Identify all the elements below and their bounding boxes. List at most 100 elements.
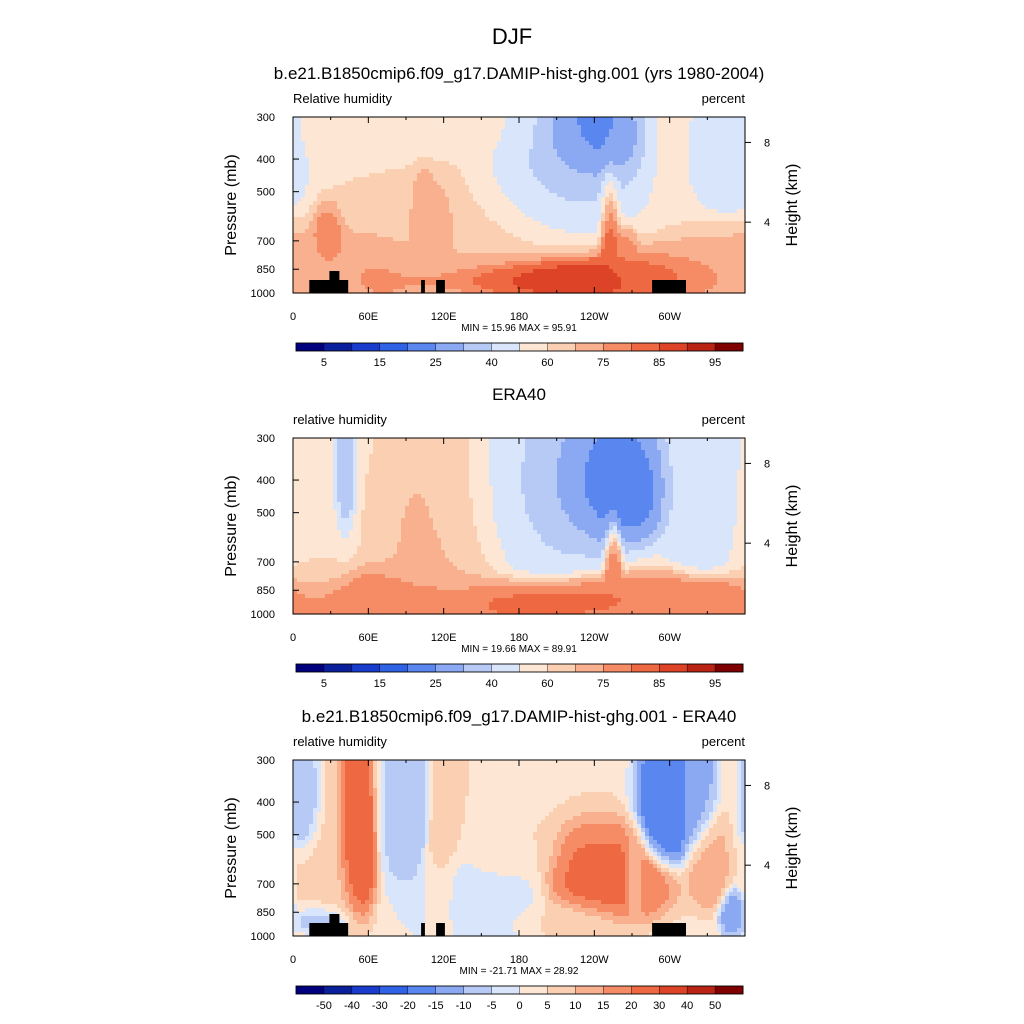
contour-cell <box>437 209 442 214</box>
contour-cell <box>341 153 346 158</box>
contour-cell <box>373 181 378 186</box>
contour-cell <box>541 157 546 162</box>
contour-cell <box>421 245 426 250</box>
contour-cell <box>545 221 550 226</box>
contour-cell <box>469 229 474 234</box>
contour-cell <box>461 173 466 178</box>
contour-cell <box>329 121 334 126</box>
contour-cell <box>553 201 558 206</box>
contour-cell <box>453 281 458 286</box>
contour-cell <box>405 237 410 242</box>
contour-cell <box>617 173 622 178</box>
contour-cell <box>685 225 690 230</box>
contour-cell <box>593 141 598 146</box>
contour-cell <box>569 245 574 250</box>
contour-cell <box>513 265 518 270</box>
contour-cell <box>461 201 466 206</box>
contour-cell <box>297 133 302 138</box>
contour-cell <box>421 253 426 258</box>
contour-cell <box>353 197 358 202</box>
contour-cell <box>705 221 710 226</box>
contour-cell <box>365 261 370 266</box>
contour-cell <box>293 193 298 198</box>
contour-cell <box>325 133 330 138</box>
contour-cell <box>581 213 586 218</box>
contour-cell <box>501 269 506 274</box>
contour-cell <box>461 229 466 234</box>
contour-cell <box>517 277 522 282</box>
contour-cell <box>713 241 718 246</box>
contour-cell <box>401 281 406 286</box>
contour-cell <box>317 217 322 222</box>
contour-cell <box>293 237 298 242</box>
contour-cell <box>741 269 746 274</box>
contour-cell <box>605 173 610 178</box>
contour-cell <box>301 165 306 170</box>
contour-cell <box>357 277 362 282</box>
contour-cell <box>645 245 650 250</box>
contour-cell <box>501 249 506 254</box>
contour-cell <box>625 169 630 174</box>
contour-cell <box>561 229 566 234</box>
contour-cell <box>653 189 658 194</box>
contour-cell <box>469 129 474 134</box>
contour-cell <box>445 133 450 138</box>
contour-cell <box>421 189 426 194</box>
contour-cell <box>337 217 342 222</box>
contour-cell <box>569 129 574 134</box>
contour-cell <box>409 165 414 170</box>
contour-cell <box>605 289 610 294</box>
contour-cell <box>453 141 458 146</box>
contour-cell <box>381 181 386 186</box>
contour-cell <box>633 133 638 138</box>
contour-cell <box>625 229 630 234</box>
contour-cell <box>633 161 638 166</box>
contour-cell <box>557 285 562 290</box>
contour-cell <box>353 249 358 254</box>
contour-cell <box>437 145 442 150</box>
contour-cell <box>457 137 462 142</box>
contour-cell <box>365 197 370 202</box>
contour-cell <box>453 273 458 278</box>
contour-cell <box>649 189 654 194</box>
contour-cell <box>489 225 494 230</box>
contour-cell <box>593 209 598 214</box>
contour-cell <box>693 149 698 154</box>
contour-cell <box>369 257 374 262</box>
contour-cell <box>737 173 742 178</box>
contour-cell <box>653 161 658 166</box>
contour-cell <box>297 165 302 170</box>
contour-cell <box>489 117 494 122</box>
contour-cell <box>301 277 306 282</box>
contour-cell <box>453 241 458 246</box>
contour-cell <box>677 257 682 262</box>
contour-cell <box>337 133 342 138</box>
contour-cell <box>445 193 450 198</box>
contour-cell <box>681 233 686 238</box>
contour-cell <box>573 165 578 170</box>
contour-cell <box>677 277 682 282</box>
contour-cell <box>397 137 402 142</box>
contour-cell <box>381 161 386 166</box>
contour-cell <box>597 241 602 246</box>
contour-cell <box>549 157 554 162</box>
contour-cell <box>509 133 514 138</box>
contour-cell <box>545 157 550 162</box>
contour-cell <box>725 169 730 174</box>
contour-cell <box>565 157 570 162</box>
contour-cell <box>317 157 322 162</box>
contour-cell <box>305 221 310 226</box>
contour-cell <box>629 157 634 162</box>
contour-cell <box>457 273 462 278</box>
contour-cell <box>697 145 702 150</box>
contour-cell <box>481 121 486 126</box>
contour-cell <box>557 289 562 294</box>
contour-cell <box>393 265 398 270</box>
contour-cell <box>385 265 390 270</box>
contour-cell <box>577 237 582 242</box>
contour-cell <box>477 229 482 234</box>
contour-cell <box>301 157 306 162</box>
contour-cell <box>697 245 702 250</box>
contour-cell <box>525 189 530 194</box>
contour-cell <box>729 225 734 230</box>
